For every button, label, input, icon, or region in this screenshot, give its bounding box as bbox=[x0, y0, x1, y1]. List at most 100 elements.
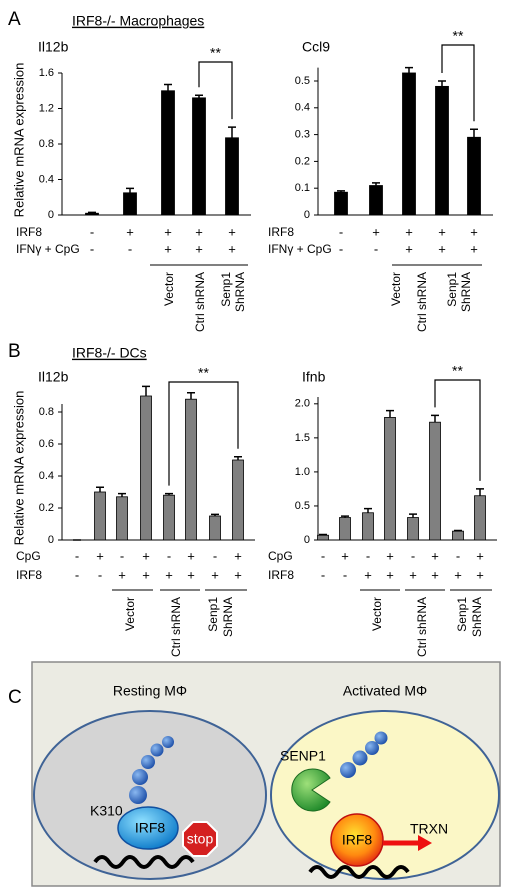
significance-bracket bbox=[168, 381, 239, 486]
panel-letter: A bbox=[8, 9, 21, 30]
condition-sign: + bbox=[476, 548, 484, 563]
y-tick-label: 0.2 bbox=[295, 155, 310, 167]
group-label: Vector bbox=[162, 272, 176, 306]
condition-sign: + bbox=[164, 241, 172, 256]
protein-label: IRF8 bbox=[342, 832, 373, 848]
cell-title: Resting MΦ bbox=[113, 683, 187, 699]
group-label: Vector bbox=[389, 272, 403, 306]
error-bar bbox=[341, 515, 349, 518]
cell-title: Activated MΦ bbox=[343, 683, 427, 699]
error-bar bbox=[476, 488, 484, 496]
bar bbox=[474, 495, 486, 541]
error-bar bbox=[405, 66, 413, 73]
y-tick-label: 0.3 bbox=[295, 129, 310, 141]
site-label: K310 bbox=[90, 803, 123, 819]
bar bbox=[225, 137, 239, 216]
error-bar bbox=[88, 211, 96, 214]
condition-sign: + bbox=[165, 567, 173, 582]
condition-sign: - bbox=[167, 548, 171, 563]
dna bbox=[93, 855, 195, 869]
condition-sign: + bbox=[228, 224, 236, 239]
significance-bracket bbox=[441, 44, 475, 122]
row-label: IFNγ + CpG bbox=[16, 242, 80, 256]
condition-sign: + bbox=[438, 224, 446, 239]
error-bar bbox=[337, 190, 345, 193]
y-tick-label: 0.4 bbox=[39, 470, 54, 482]
y-tick-label: 0 bbox=[48, 534, 54, 546]
y-tick-label: 0 bbox=[304, 209, 310, 221]
enzyme-label: SENP1 bbox=[280, 748, 326, 764]
bar bbox=[116, 496, 128, 541]
sumo-chain bbox=[340, 731, 388, 778]
bar bbox=[161, 90, 175, 216]
stop-label: stop bbox=[187, 831, 214, 847]
bar bbox=[209, 515, 221, 541]
group-label: ShRNA bbox=[233, 272, 247, 312]
condition-sign: + bbox=[234, 567, 242, 582]
bar bbox=[317, 534, 329, 541]
condition-sign: + bbox=[341, 548, 349, 563]
y-tick-label: 0.4 bbox=[295, 102, 310, 114]
y-tick-label: 0.5 bbox=[295, 500, 310, 512]
y-tick-label: 0 bbox=[48, 209, 54, 221]
bar bbox=[140, 395, 152, 541]
bar bbox=[402, 72, 416, 216]
condition-sign: + bbox=[409, 567, 417, 582]
condition-sign: + bbox=[476, 567, 484, 582]
panel-title: IRF8-/- DCs bbox=[72, 345, 147, 361]
row-label: IRF8 bbox=[268, 568, 294, 582]
error-bar bbox=[319, 533, 327, 536]
condition-sign: + bbox=[228, 241, 236, 256]
bar bbox=[334, 191, 348, 216]
condition-sign: - bbox=[128, 241, 132, 256]
group-label: Senp1 bbox=[206, 597, 220, 632]
y-tick-label: 0.4 bbox=[39, 173, 54, 185]
row-label: IRF8 bbox=[16, 225, 42, 239]
error-bar bbox=[165, 492, 173, 496]
condition-sign: + bbox=[386, 567, 394, 582]
sumo-chain bbox=[129, 736, 174, 804]
bar bbox=[435, 85, 449, 216]
chart-title: Ccl9 bbox=[302, 39, 330, 55]
error-bar bbox=[409, 513, 417, 518]
significance-label: ** bbox=[210, 45, 221, 61]
bar bbox=[362, 512, 374, 541]
y-tick-label: 1.5 bbox=[295, 432, 310, 444]
bar bbox=[94, 491, 106, 541]
group-label: Senp1 bbox=[455, 597, 469, 632]
group-label: ShRNA bbox=[459, 272, 473, 312]
y-tick-label: 0.8 bbox=[39, 406, 54, 418]
condition-sign: - bbox=[339, 224, 343, 239]
bar bbox=[163, 494, 175, 541]
cell-resting bbox=[33, 710, 267, 880]
condition-sign: - bbox=[75, 548, 79, 563]
bar bbox=[123, 192, 137, 216]
arrow-head bbox=[418, 835, 432, 851]
diagram: Resting MΦ Activated MΦ K310 IRF8 stop S… bbox=[31, 661, 501, 887]
condition-sign: - bbox=[120, 548, 124, 563]
chart-title: Ifnb bbox=[302, 369, 326, 385]
y-axis-label: Relative mRNA expression bbox=[11, 391, 26, 546]
error-bar bbox=[454, 529, 462, 532]
error-bar bbox=[438, 80, 446, 87]
y-tick-label: 0.2 bbox=[39, 502, 54, 514]
error-bar bbox=[118, 492, 126, 497]
condition-sign: + bbox=[431, 567, 439, 582]
condition-sign: + bbox=[438, 241, 446, 256]
error-bar bbox=[211, 513, 219, 516]
y-tick-label: 0 bbox=[304, 534, 310, 546]
y-tick-label: 0.8 bbox=[39, 138, 54, 150]
bar bbox=[429, 421, 441, 541]
bar bbox=[384, 417, 396, 541]
condition-sign: + bbox=[364, 567, 372, 582]
irf8-protein bbox=[117, 806, 179, 850]
condition-sign: + bbox=[211, 567, 219, 582]
condition-sign: + bbox=[195, 224, 203, 239]
bar bbox=[369, 185, 383, 216]
group-label: ShRNA bbox=[470, 597, 484, 637]
condition-sign: + bbox=[470, 224, 478, 239]
group-label: Senp1 bbox=[219, 272, 233, 307]
y-tick-label: 1.2 bbox=[39, 102, 54, 114]
y-tick-label: 0.5 bbox=[295, 75, 310, 87]
condition-sign: - bbox=[90, 241, 94, 256]
